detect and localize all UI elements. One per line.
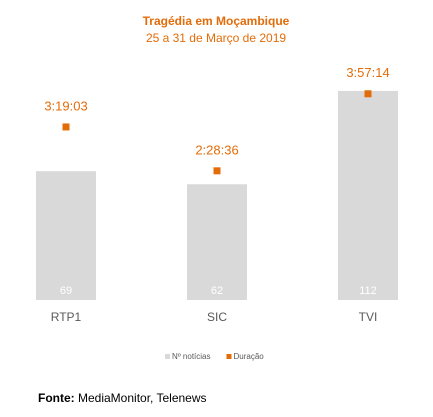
marker — [364, 90, 372, 98]
marker-value-label: 3:19:03 — [44, 98, 87, 113]
marker — [213, 167, 221, 175]
marker-value-label: 2:28:36 — [195, 142, 238, 157]
bar — [187, 184, 247, 300]
source: Fonte: MediaMonitor, Telenews — [38, 391, 207, 405]
source-text: MediaMonitor, Telenews — [78, 391, 207, 405]
legend-swatch — [226, 354, 232, 359]
bar-value-label: 69 — [60, 285, 72, 297]
bar — [338, 90, 398, 300]
source-label: Fonte: — [38, 391, 75, 405]
chart-subtitle: 25 a 31 de Março de 2019 — [146, 31, 286, 45]
legend-swatch — [165, 354, 170, 359]
marker — [62, 123, 70, 131]
bar — [36, 171, 96, 300]
x-tick-label: SIC — [207, 310, 227, 324]
marker-value-label: 3:57:14 — [346, 65, 389, 80]
x-tick-label: RTP1 — [51, 310, 82, 324]
bar-value-label: 62 — [211, 285, 223, 297]
bar-value-label: 112 — [359, 285, 377, 297]
legend-label: Duração — [234, 352, 265, 361]
chart-title: Tragédia em Moçambique — [143, 14, 290, 28]
legend-label: Nº notícias — [172, 352, 211, 361]
x-tick-label: TVI — [359, 310, 378, 324]
